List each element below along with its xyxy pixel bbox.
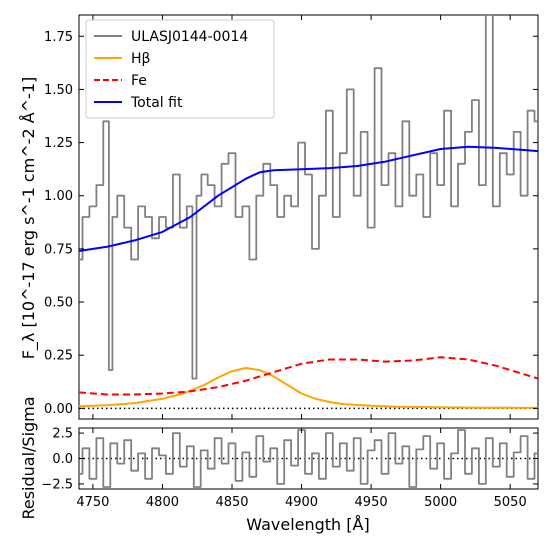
main-y-tick-label: 1.25 bbox=[44, 136, 73, 151]
main-y-tick-label: 1.00 bbox=[44, 189, 73, 204]
residual-x-tick-label: 4850 bbox=[215, 495, 248, 510]
residual-y-tick-label: −2.5 bbox=[41, 477, 73, 492]
main-series-group bbox=[79, 15, 538, 409]
main-series-2 bbox=[79, 356, 538, 396]
residual-y-tick-label: 0.0 bbox=[52, 452, 73, 467]
residual-x-tick-label: 5050 bbox=[494, 495, 527, 510]
residual-series-group bbox=[79, 429, 538, 488]
x-axis-label: Wavelength [Å] bbox=[246, 515, 369, 534]
residual-x-tick-label: 4950 bbox=[355, 495, 388, 510]
main-y-tick-label: 0.25 bbox=[44, 349, 73, 364]
main-series-0 bbox=[79, 15, 538, 380]
legend-label-2: Fe bbox=[131, 73, 147, 89]
residual-x-tick-label: 4900 bbox=[285, 495, 318, 510]
main-series-3 bbox=[79, 145, 538, 252]
residual-series-0 bbox=[79, 429, 538, 488]
main-y-tick-label: 1.75 bbox=[44, 30, 73, 45]
legend-label-1: Hβ bbox=[131, 51, 150, 67]
residual-x-tick-label: 5000 bbox=[424, 495, 457, 510]
residual-x-tick-label: 4750 bbox=[76, 495, 109, 510]
legend-label-3: Total fit bbox=[130, 95, 183, 111]
main-y-tick-label: 0.50 bbox=[44, 296, 73, 311]
residual-y-tick-label: 2.5 bbox=[52, 427, 73, 442]
legend-label-0: ULASJ0144-0014 bbox=[131, 29, 248, 45]
legend-box bbox=[85, 19, 275, 119]
main-y-tick-label: 0.00 bbox=[44, 402, 73, 417]
legend: ULASJ0144-0014 Hβ Fe Total fit bbox=[85, 19, 275, 119]
residual-y-axis-label: Residual/Sigma bbox=[19, 396, 38, 519]
main-series-1 bbox=[79, 367, 538, 409]
main-y-tick-label: 1.50 bbox=[44, 83, 73, 98]
residual-axis-ticks: −2.5 0.0 2.5 4750 4800 4850 4900 4950 5000 5050 bbox=[41, 427, 538, 510]
main-y-axis-label: F_λ [10^-17 erg s^-1 cm^-2 Å^-1] bbox=[19, 77, 39, 360]
main-y-tick-label: 0.75 bbox=[44, 242, 73, 257]
residual-x-tick-label: 4800 bbox=[146, 495, 179, 510]
main-axis-ticks: 0.00 0.25 0.50 0.75 1.00 1.25 1.50 1.75 bbox=[44, 15, 538, 419]
